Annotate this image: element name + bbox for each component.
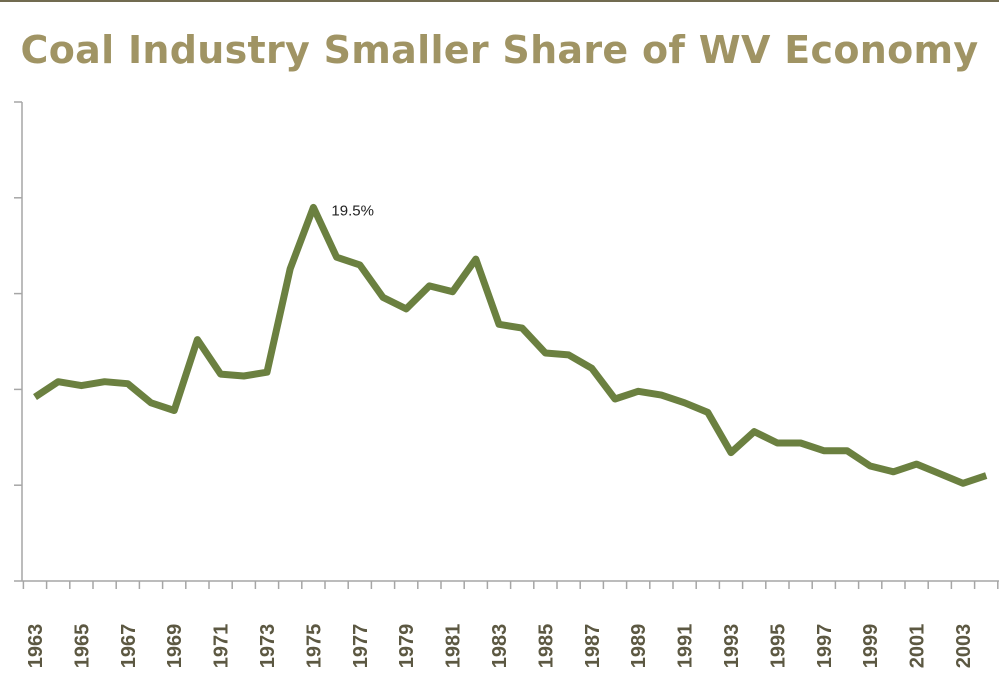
x-tick-label: 1979 [396, 624, 418, 669]
x-tick-label: 1989 [628, 624, 650, 669]
series-line [33, 203, 988, 487]
x-tick-label: 1969 [164, 624, 186, 669]
x-tick-label: 1999 [860, 624, 882, 669]
x-tick-label: 1991 [675, 624, 697, 669]
x-tick-label: 1973 [257, 624, 279, 669]
data-label: 19.5% [331, 202, 374, 219]
x-tick-label: 1967 [118, 624, 140, 669]
x-tick-label: 1965 [71, 624, 93, 669]
x-tick-label: 1993 [721, 624, 743, 669]
x-tick-label: 1977 [350, 624, 372, 669]
x-tick-label: 1981 [443, 624, 465, 669]
x-tick-label: 2001 [907, 624, 929, 669]
x-tick-label: 1987 [582, 624, 604, 669]
x-tick-label: 1963 [25, 624, 47, 669]
x-tick-label: 1971 [211, 624, 233, 669]
x-tick-label: 1983 [489, 624, 511, 669]
x-tick-label: 1975 [303, 624, 325, 669]
x-tick-label: 1985 [535, 624, 557, 669]
chart-title: Coal Industry Smaller Share of WV Econom… [20, 28, 979, 72]
x-tick-label: 1997 [814, 624, 836, 669]
x-tick-label: 1995 [767, 624, 789, 669]
x-tick-label: 2003 [953, 624, 975, 669]
top-border [0, 0, 999, 2]
